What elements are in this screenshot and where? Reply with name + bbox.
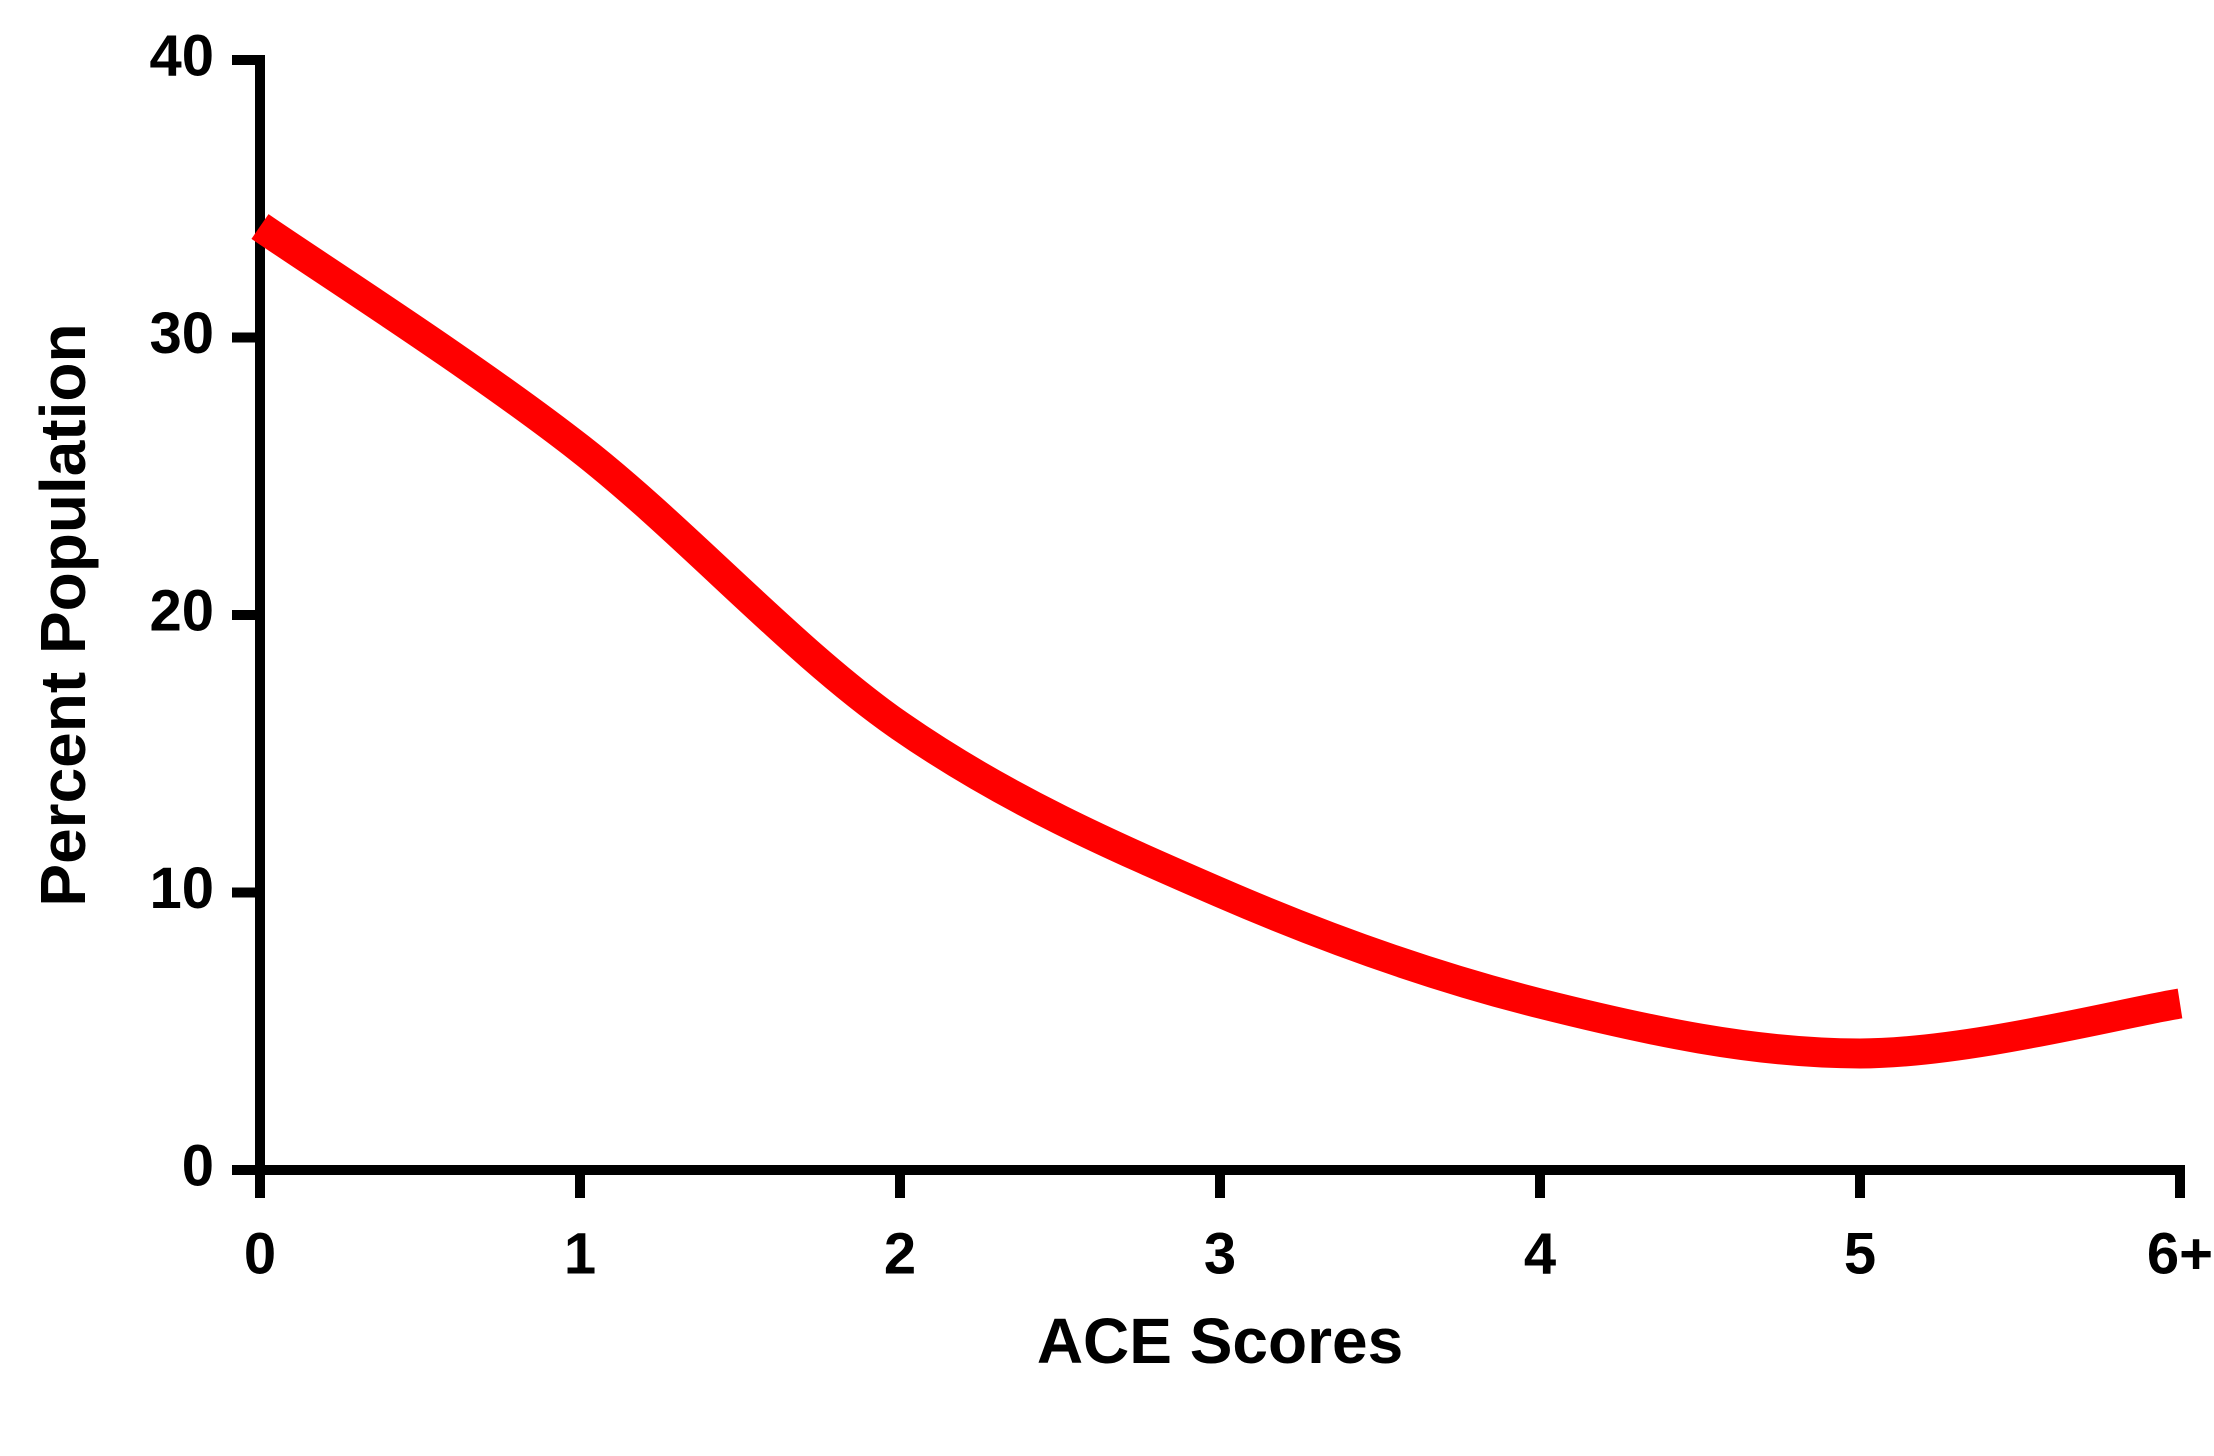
x-tick-label: 5 (1844, 1221, 1876, 1286)
y-tick-label: 20 (149, 578, 214, 643)
y-tick-label: 40 (149, 23, 214, 88)
x-tick-label: 2 (884, 1221, 916, 1286)
x-tick-label: 3 (1204, 1221, 1236, 1286)
x-tick-label: 6+ (2147, 1221, 2213, 1286)
y-tick-label: 30 (149, 301, 214, 366)
y-axis-label: Percent Population (27, 323, 99, 906)
chart-container: 0 10 20 30 40 0 1 2 3 4 5 6+ ACE Scores Percent Popul… (0, 0, 2214, 1456)
x-axis-label: ACE Scores (1037, 1305, 1403, 1377)
x-tick-label: 1 (564, 1221, 596, 1286)
y-tick-label: 0 (182, 1133, 214, 1198)
y-tick-label: 10 (149, 856, 214, 921)
x-tick-label: 4 (1524, 1221, 1556, 1286)
line-chart: 0 10 20 30 40 0 1 2 3 4 5 6+ ACE Scores Percent Popul… (0, 0, 2214, 1456)
x-tick-label: 0 (244, 1221, 276, 1286)
